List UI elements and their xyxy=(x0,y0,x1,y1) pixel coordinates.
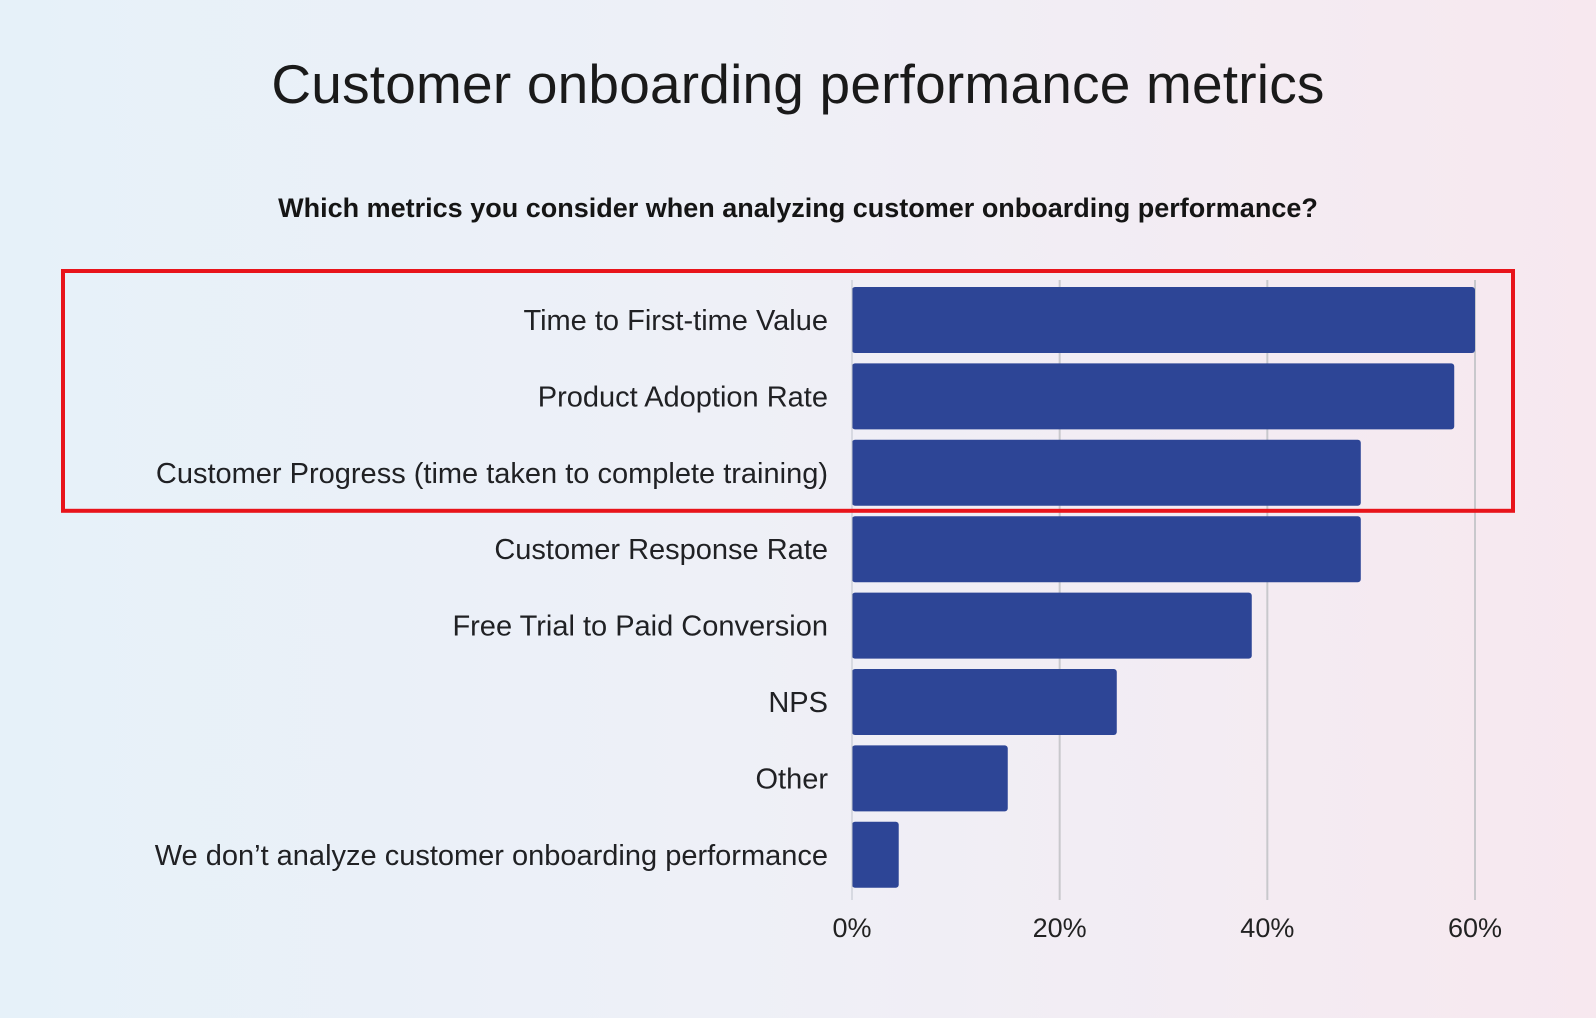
x-tick-label: 60% xyxy=(1448,913,1502,943)
x-tick-label: 0% xyxy=(832,913,871,943)
bar xyxy=(852,592,1252,659)
bar xyxy=(852,363,1455,430)
bar xyxy=(852,821,899,888)
bar xyxy=(852,745,1008,812)
category-label: NPS xyxy=(768,687,828,719)
category-label: Product Adoption Rate xyxy=(538,381,828,413)
bar xyxy=(852,439,1361,506)
bar xyxy=(852,516,1361,583)
category-label: Customer Response Rate xyxy=(494,534,828,566)
category-label: We don’t analyze customer onboarding per… xyxy=(155,840,828,872)
category-label: Customer Progress (time taken to complet… xyxy=(156,458,828,490)
page-title: Customer onboarding performance metrics xyxy=(271,53,1325,115)
bar xyxy=(852,287,1475,353)
x-tick-label: 20% xyxy=(1033,913,1087,943)
category-label: Other xyxy=(755,763,828,795)
x-tick-label: 40% xyxy=(1240,913,1294,943)
category-label: Time to First-time Value xyxy=(523,305,828,337)
highlight-box xyxy=(61,269,1515,513)
category-label: Free Trial to Paid Conversion xyxy=(452,611,828,643)
chart-subtitle: Which metrics you consider when analyzin… xyxy=(278,193,1318,223)
bar xyxy=(852,669,1117,735)
